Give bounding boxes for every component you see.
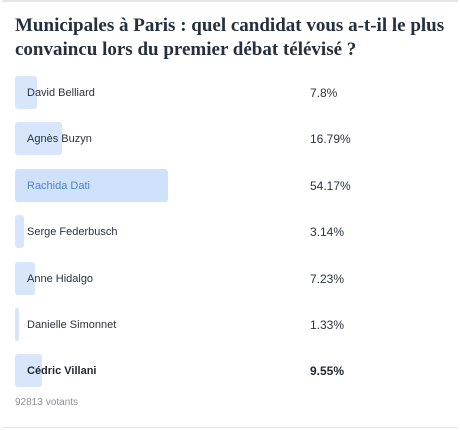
poll-options-list: David Belliard 7.8% Agnès Buzyn 16.79% Rachi…: [0, 75, 460, 400]
option-percentage: 16.79%: [310, 132, 351, 147]
option-label: Danielle Simonnet: [27, 318, 117, 331]
poll-option[interactable]: Danielle Simonnet 1.33%: [0, 307, 460, 353]
votes-label: votants: [45, 397, 79, 408]
votes-count: 92813: [15, 397, 43, 408]
result-bar: [15, 215, 24, 249]
option-label: David Belliard: [27, 87, 95, 99]
poll-question: Municipales à Paris : quel candidat vous…: [15, 15, 445, 60]
result-bar: [15, 307, 19, 341]
bottom-divider: [2, 427, 458, 428]
votes-total: 92813 votants: [15, 397, 81, 408]
option-label: Serge Federbusch: [27, 226, 118, 239]
poll-option[interactable]: Agnès Buzyn 16.79%: [0, 121, 460, 167]
option-percentage: 1.33%: [310, 317, 345, 332]
result-bar: [15, 261, 36, 295]
option-label: Rachida Dati: [27, 179, 90, 192]
result-bar: [15, 354, 42, 388]
option-percentage: 3.14%: [310, 225, 345, 240]
result-bar: [15, 122, 63, 156]
result-bar: [15, 76, 37, 109]
poll-option[interactable]: Serge Federbusch 3.14%: [0, 214, 460, 260]
top-divider: [2, 0, 458, 2]
option-label: Cédric Villani: [27, 365, 97, 378]
poll-option[interactable]: David Belliard 7.8%: [0, 75, 460, 121]
option-percentage: 9.55%: [310, 364, 345, 379]
poll-option[interactable]: Cédric Villani 9.55%: [0, 353, 460, 399]
poll-option[interactable]: Rachida Dati 54.17%: [0, 168, 460, 214]
option-percentage: 7.23%: [310, 271, 345, 286]
option-label: Agnès Buzyn: [27, 133, 92, 146]
option-percentage: 54.17%: [310, 178, 351, 193]
option-label: Anne Hidalgo: [27, 272, 94, 285]
poll-option[interactable]: Anne Hidalgo 7.23%: [0, 261, 460, 307]
result-bar: [15, 168, 168, 202]
option-percentage: 7.8%: [310, 86, 338, 100]
